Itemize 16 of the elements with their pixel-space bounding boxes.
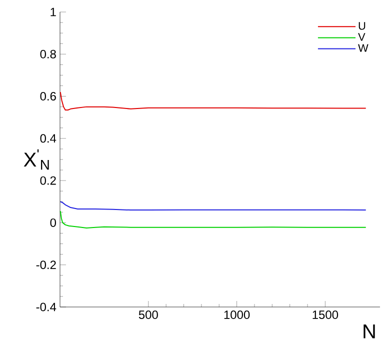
y-tick-label: 0.6 bbox=[40, 92, 56, 101]
y-tick-label: -0.4 bbox=[36, 302, 56, 312]
legend-label: U bbox=[358, 22, 366, 30]
y-tick-label: 0.2 bbox=[40, 176, 56, 185]
legend-label: V bbox=[358, 33, 366, 41]
y-tick-label: 1 bbox=[50, 8, 56, 16]
y-tick-label: 0.8 bbox=[40, 50, 56, 58]
y-tick-label: 0.4 bbox=[40, 134, 56, 143]
y-axis-title: X$^{'}$N bbox=[24, 149, 49, 170]
y-tick-label: 0 bbox=[50, 218, 56, 227]
x-tick-label: 500 bbox=[138, 310, 158, 320]
x-axis-title: N bbox=[364, 324, 375, 338]
x-tick-label: 1500 bbox=[312, 310, 338, 320]
y-tick-label: -0.2 bbox=[36, 260, 56, 270]
legend-label: W bbox=[358, 44, 368, 52]
x-tick-label: 1000 bbox=[224, 310, 250, 320]
